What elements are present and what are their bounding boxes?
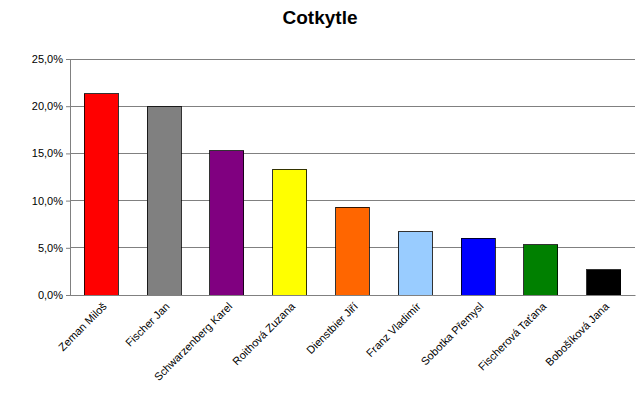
- x-axis: Zeman Miloš Fischer JanSchwarzenberg Kare…: [56, 295, 636, 383]
- x-axis-line: [71, 295, 636, 296]
- plot-area: 0,0% 5,0% 10,0% 15,0% 20,0% 25,0% Zeman Miloš F…: [32, 53, 636, 383]
- y-tick-mark: [66, 295, 70, 296]
- bar: [587, 270, 621, 295]
- bar: [147, 106, 181, 295]
- chart-container: Cotkytle 0,0% 5,0% 10,0% 15,0% 20,0% 25,0% Zema…: [0, 0, 640, 395]
- y-tick: 15,0%: [32, 147, 70, 159]
- x-tick-label: Dienstbier Jiří: [304, 300, 360, 356]
- x-tick: Sobotka Přemysl: [418, 295, 485, 367]
- x-tick: Dienstbier Jiří: [304, 295, 360, 356]
- chart-svg: Cotkytle 0,0% 5,0% 10,0% 15,0% 20,0% 25,0% Zema…: [0, 0, 640, 395]
- x-tick: Roithová Zuzana: [230, 295, 298, 367]
- x-tick: Zeman Miloš: [56, 295, 109, 353]
- bar: [461, 238, 495, 295]
- x-tick-label: Fischer Jan: [123, 300, 172, 349]
- y-tick-mark: [66, 201, 70, 202]
- x-tick-label: Franz Vladimír: [364, 300, 423, 359]
- y-tick-label: 20,0%: [32, 100, 63, 112]
- y-tick-mark: [66, 106, 70, 107]
- x-tick-label: Schwarzenberg Karel: [152, 300, 235, 383]
- y-tick-label: 15,0%: [32, 147, 63, 159]
- y-tick-label: 10,0%: [32, 195, 63, 207]
- x-tick: Franz Vladimír: [364, 295, 423, 359]
- grid-line: [70, 59, 635, 60]
- y-tick-mark: [66, 153, 70, 154]
- bar: [210, 151, 244, 295]
- x-tick-label: Bobošíková Jana: [543, 299, 612, 368]
- y-tick: 0,0%: [38, 289, 70, 301]
- y-axis-line: [66, 60, 71, 296]
- x-tick: Schwarzenberg Karel: [152, 295, 235, 383]
- y-tick: 20,0%: [32, 100, 70, 112]
- x-tick-label: Zeman Miloš: [56, 300, 109, 353]
- bar: [398, 232, 432, 295]
- x-tick: Fischerová Taťana: [476, 295, 549, 373]
- bar: [336, 207, 370, 295]
- y-tick-mark: [66, 59, 70, 60]
- x-tick: Bobošíková Jana: [543, 295, 612, 368]
- bar: [84, 94, 118, 295]
- x-tick: Fischer Jan: [123, 295, 172, 349]
- x-tick-label: Roithová Zuzana: [230, 299, 298, 367]
- x-tick-label: Fischerová Taťana: [476, 299, 549, 372]
- y-tick: 10,0%: [32, 195, 70, 207]
- chart-title: Cotkytle: [283, 7, 358, 28]
- y-axis: 0,0% 5,0% 10,0% 15,0% 20,0% 25,0%: [32, 53, 71, 301]
- y-tick-mark: [66, 248, 70, 249]
- y-tick-label: 5,0%: [38, 242, 63, 254]
- y-tick: 5,0%: [38, 242, 70, 254]
- y-tick: 25,0%: [32, 53, 70, 65]
- grid: [70, 59, 635, 295]
- x-tick-label: Sobotka Přemysl: [418, 300, 485, 367]
- y-tick-label: 0,0%: [38, 289, 63, 301]
- bar: [273, 169, 307, 295]
- y-tick-label: 25,0%: [32, 53, 63, 65]
- bar: [524, 245, 558, 295]
- bars: [84, 94, 620, 295]
